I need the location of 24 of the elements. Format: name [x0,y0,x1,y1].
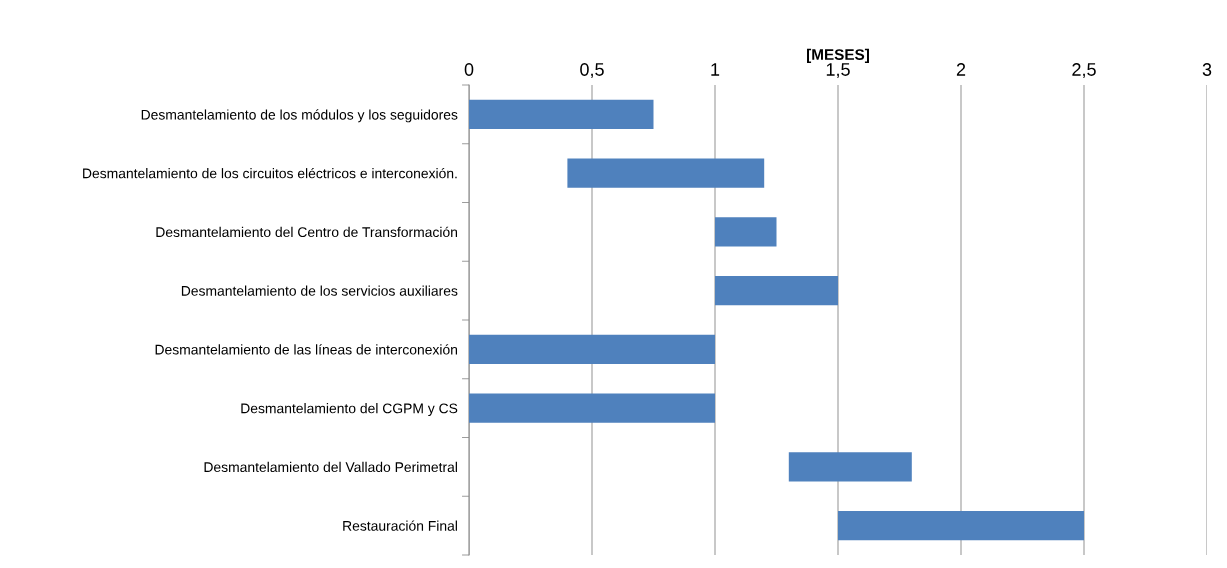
bar [838,510,1084,541]
bar [715,217,777,247]
bar [567,158,765,188]
y-tick-label: Desmantelamiento del CGPM y CS [241,403,458,417]
y-tick-label: Desmantelamiento del Centro de Transformación [156,226,458,238]
y-tick-label: Desmantelamiento de los circuitos eléctricos e interconexión. [83,167,457,179]
bar [469,99,654,130]
y-tick-label: Desmantelamiento del Vallado Perimetral [204,461,457,473]
x-tick-label: 3 [1202,63,1212,76]
x-tick-label: 2,5 [1072,63,1096,79]
y-tick-label: Desmantelamiento de las líneas de interconexión [155,344,458,355]
y-tick-label: Desmantelamiento de los servicios auxiliares [181,285,458,296]
bar [715,275,838,306]
bar [469,393,715,423]
x-tick-label: 1,5 [826,63,850,79]
y-tick-label: Restauración Final [343,520,457,531]
bar [788,452,912,482]
x-tick-label: 0,5 [580,63,604,79]
x-tick-label: 0 [464,63,474,76]
bar [469,334,715,365]
x-tick-label: 1 [711,63,720,76]
x-tick-label: 2 [956,63,966,76]
y-tick-label: Desmantelamiento de los módulos y los seguidores [141,109,458,123]
x-axis-title: [MESES] [807,48,869,64]
